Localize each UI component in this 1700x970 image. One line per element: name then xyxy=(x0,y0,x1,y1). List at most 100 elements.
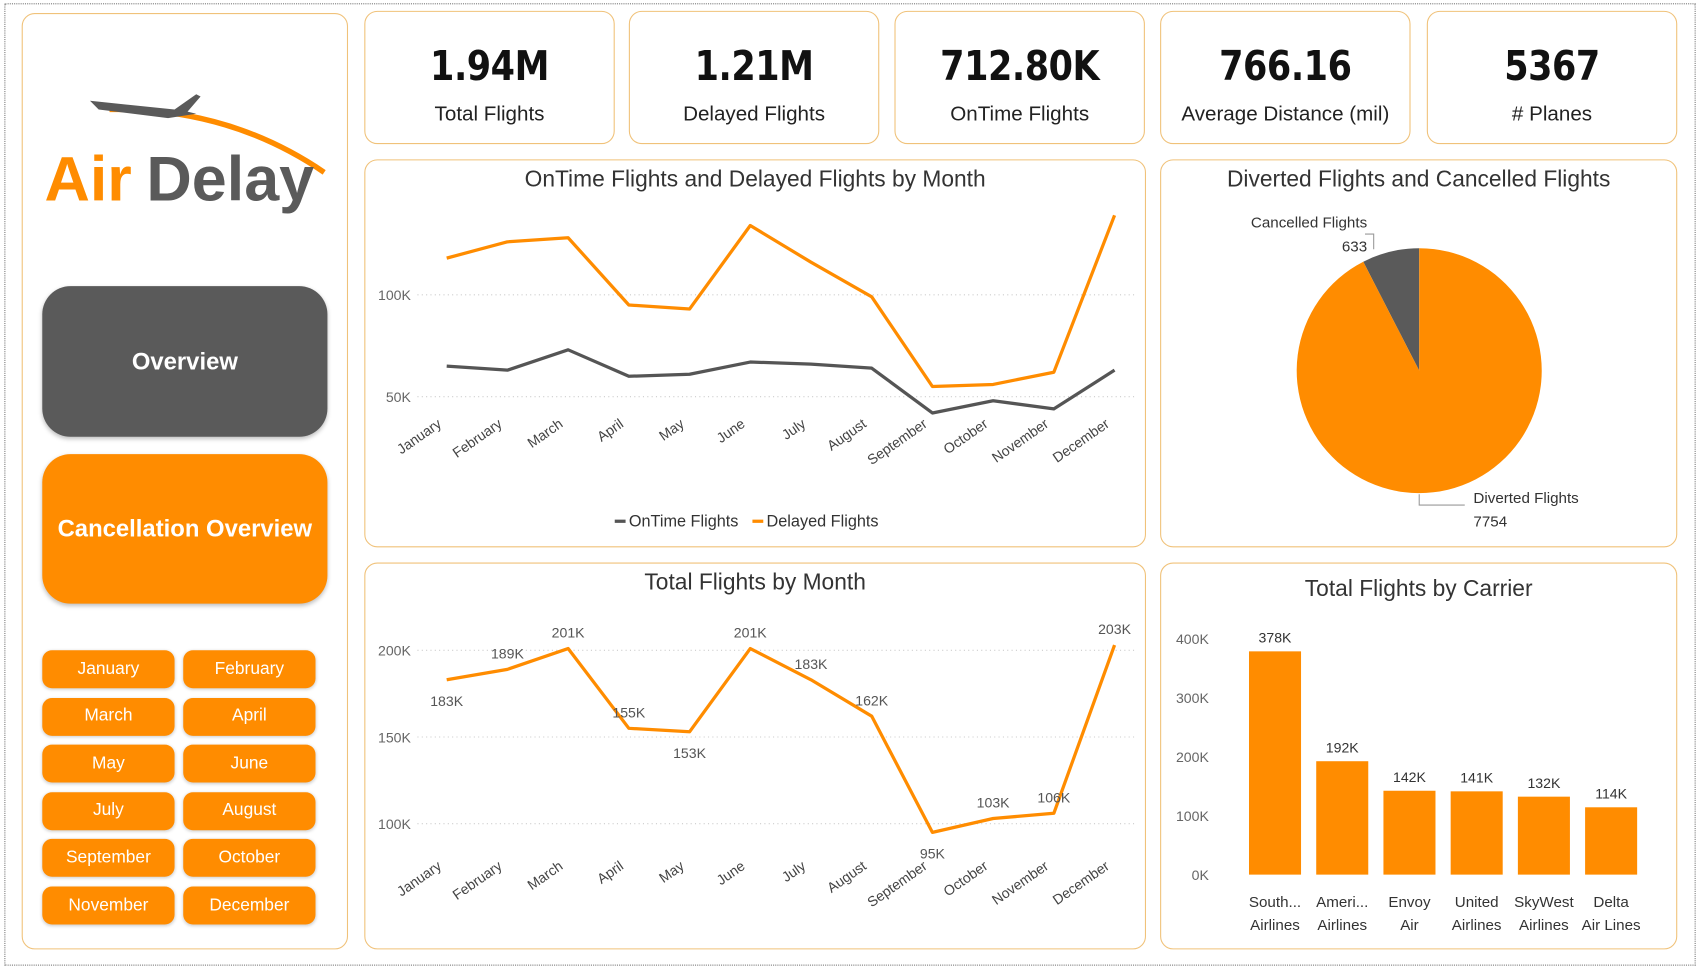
overview-button[interactable]: Overview xyxy=(42,286,328,437)
data-label: 201K xyxy=(552,625,585,641)
data-label: 183K xyxy=(795,656,828,672)
month-button-january[interactable]: January xyxy=(42,650,175,689)
kpi-value: 1.21M xyxy=(694,42,814,90)
slice-label: Diverted Flights xyxy=(1473,490,1579,507)
bar[interactable] xyxy=(1383,790,1436,875)
month-button-july[interactable]: July xyxy=(42,792,175,830)
legend: OnTime Flights Delayed Flights xyxy=(614,513,879,531)
x-tick-label: Air xyxy=(1400,917,1419,934)
x-tick-label: Envoy xyxy=(1388,894,1431,911)
month-button-august[interactable]: August xyxy=(183,792,316,830)
data-label: 201K xyxy=(734,625,767,641)
slice-value: 633 xyxy=(1342,238,1367,255)
data-label: 132K xyxy=(1527,775,1560,791)
x-tick-label: October xyxy=(940,857,990,899)
leader-line xyxy=(1365,233,1375,250)
report-frame xyxy=(4,3,1696,966)
x-tick-label: January xyxy=(394,857,445,899)
data-label: 153K xyxy=(673,745,706,761)
kpi-value: 766.16 xyxy=(1219,42,1352,90)
month-button-april[interactable]: April xyxy=(183,697,316,736)
ontime-delayed-chart: OnTime Flights and Delayed Flights by Mo… xyxy=(364,159,1146,548)
month-button-november[interactable]: November xyxy=(42,886,175,925)
x-tick-label: November xyxy=(989,857,1052,908)
x-tick-label: Airlines xyxy=(1452,917,1502,934)
slice-value: 7754 xyxy=(1473,514,1507,531)
kpi-card: 1.21M Delayed Flights xyxy=(628,10,880,145)
kpi-label: Average Distance (mil) xyxy=(1181,102,1390,126)
x-tick-label: SkyWest xyxy=(1514,894,1574,911)
kpi-value: 1.94M xyxy=(430,42,549,90)
chart-title: Total Flights by Carrier xyxy=(1304,576,1533,602)
bar[interactable] xyxy=(1248,651,1302,875)
data-label: 95K xyxy=(920,845,946,861)
legend-item[interactable]: OnTime Flights xyxy=(629,513,739,531)
y-tick-label: 100K xyxy=(1176,808,1209,824)
y-tick-label: 200K xyxy=(378,643,411,659)
cancellation-overview-button[interactable]: Cancellation Overview xyxy=(42,454,328,604)
y-tick-label: 400K xyxy=(1176,631,1209,647)
x-tick-label: April xyxy=(594,415,626,444)
total-flights-carrier-chart: Total Flights by Carrier 0K 100K 200K 300K 4… xyxy=(1160,562,1678,950)
pie-slice-cancelled-flights[interactable] xyxy=(1363,248,1420,371)
chart-title: Diverted Flights and Cancelled Flights xyxy=(1226,166,1611,192)
chart-title: Total Flights by Month xyxy=(644,570,866,596)
month-button-december[interactable]: December xyxy=(183,886,316,925)
x-tick-label: August xyxy=(824,415,869,453)
data-label: 103K xyxy=(977,795,1010,811)
x-tick-label: July xyxy=(779,857,809,885)
kpi-label: Delayed Flights xyxy=(683,102,826,126)
data-label: 155K xyxy=(612,704,645,720)
bar[interactable] xyxy=(1316,761,1369,875)
month-button-may[interactable]: May xyxy=(42,744,175,783)
kpi-card: 5367 # Planes xyxy=(1426,10,1678,145)
data-label: 142K xyxy=(1393,769,1426,785)
data-label: 183K xyxy=(430,693,463,709)
x-tick-label: United xyxy=(1455,894,1499,911)
month-button-september[interactable]: September xyxy=(42,839,175,878)
series-line-delayed-flights xyxy=(446,214,1117,389)
kpi-card: 1.94M Total Flights xyxy=(364,10,615,145)
y-tick-label: 100K xyxy=(378,816,411,832)
legend-item[interactable]: Delayed Flights xyxy=(767,513,879,531)
month-button-march[interactable]: March xyxy=(42,697,175,736)
data-label: 378K xyxy=(1259,630,1292,646)
x-tick-label: February xyxy=(449,857,505,903)
month-button-october[interactable]: October xyxy=(183,839,316,878)
x-tick-label: September xyxy=(864,415,930,468)
month-button-february[interactable]: February xyxy=(183,650,316,689)
bar[interactable] xyxy=(1517,796,1570,875)
x-tick-label: Delta xyxy=(1593,894,1629,911)
kpi-card: 712.80K OnTime Flights xyxy=(894,10,1145,145)
pie-slice-diverted-flights[interactable] xyxy=(1296,248,1542,494)
data-label: 114K xyxy=(1595,786,1627,802)
bar[interactable] xyxy=(1450,791,1503,875)
data-label: 141K xyxy=(1460,770,1493,786)
month-button-june[interactable]: June xyxy=(183,744,316,783)
x-tick-label: June xyxy=(713,857,747,888)
data-label: 189K xyxy=(491,646,524,662)
leader-line xyxy=(1418,494,1465,506)
kpi-label: # Planes xyxy=(1511,102,1593,126)
x-tick-label: March xyxy=(524,857,565,893)
x-tick-label: South... xyxy=(1249,894,1301,911)
bar[interactable] xyxy=(1585,807,1638,875)
data-label: 106K xyxy=(1037,789,1070,805)
logo-text-air: Air xyxy=(44,145,131,215)
y-tick-label: 200K xyxy=(1176,749,1209,765)
airdelay-logo: Air Delay xyxy=(44,94,326,215)
series-line-ontime-flights xyxy=(446,348,1116,415)
kpi-value: 712.80K xyxy=(940,42,1100,90)
x-tick-label: Airlines xyxy=(1250,917,1300,934)
sidebar: Air Delay Overview Cancellation Overview… xyxy=(21,13,349,950)
data-label: 162K xyxy=(855,692,888,708)
y-tick-label: 150K xyxy=(378,729,411,745)
x-tick-label: Air Lines xyxy=(1582,917,1641,934)
data-label: 192K xyxy=(1326,740,1359,756)
x-tick-label: July xyxy=(779,415,809,443)
x-tick-label: November xyxy=(989,415,1052,466)
kpi-card: 766.16 Average Distance (mil) xyxy=(1160,10,1411,145)
kpi-value: 5367 xyxy=(1504,42,1600,90)
chart-title: OnTime Flights and Delayed Flights by Mo… xyxy=(524,166,986,192)
x-tick-label: September xyxy=(864,857,930,910)
